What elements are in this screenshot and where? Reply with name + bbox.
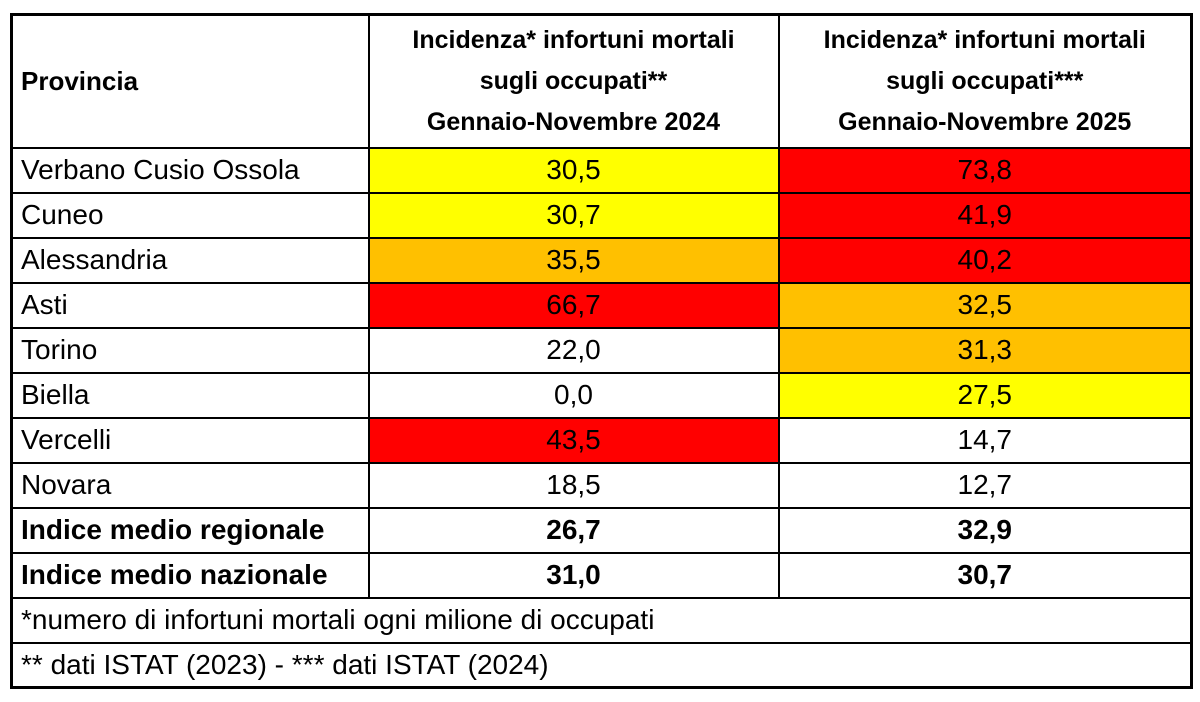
col-header-2025-line2: sugli occupati*** [886,66,1084,95]
table-row: Novara 18,5 12,7 [10,461,1193,509]
col-header-2024-line2: sugli occupati** [479,66,668,95]
header-row: Provincia Incidenza* infortuni mortali s… [10,13,1193,149]
value-2024: 26,7 [367,506,780,554]
province-name: Asti [10,281,370,329]
value-2025: 30,7 [777,551,1193,599]
footnote-row: ** dati ISTAT (2023) - *** dati ISTAT (2… [10,641,1193,689]
col-header-2024-line1: Incidenza* infortuni mortali [412,25,735,54]
value-2025: 27,5 [777,371,1193,419]
value-2025: 14,7 [777,416,1193,464]
value-2024: 66,7 [367,281,780,329]
province-name: Cuneo [10,191,370,239]
value-2025: 32,9 [777,506,1193,554]
index-label: Indice medio regionale [10,506,370,554]
footnote-definition: *numero di infortuni mortali ogni milion… [10,596,1193,644]
value-2025: 41,9 [777,191,1193,239]
value-2024: 35,5 [367,236,780,284]
col-header-2024-line3: Gennaio-Novembre 2024 [426,107,721,136]
value-2024: 0,0 [367,371,780,419]
value-2025: 73,8 [777,146,1193,194]
value-2024: 43,5 [367,416,780,464]
col-header-provincia: Provincia [10,13,370,149]
col-header-provincia-label: Provincia [21,65,139,96]
incidence-table: Provincia Incidenza* infortuni mortali s… [10,13,1193,689]
col-header-2025-line1: Incidenza* infortuni mortali [823,25,1146,54]
col-header-2025-line3: Gennaio-Novembre 2025 [838,107,1132,136]
index-label: Indice medio nazionale [10,551,370,599]
province-name: Alessandria [10,236,370,284]
col-header-2024: Incidenza* infortuni mortali sugli occup… [367,13,780,149]
table-row: Asti 66,7 32,5 [10,281,1193,329]
table-row: Alessandria 35,5 40,2 [10,236,1193,284]
table-row: Vercelli 43,5 14,7 [10,416,1193,464]
value-2025: 32,5 [777,281,1193,329]
value-2025: 12,7 [777,461,1193,509]
value-2024: 30,7 [367,191,780,239]
value-2024: 31,0 [367,551,780,599]
province-name: Verbano Cusio Ossola [10,146,370,194]
province-name: Novara [10,461,370,509]
table-row: Verbano Cusio Ossola 30,5 73,8 [10,146,1193,194]
province-name: Biella [10,371,370,419]
value-2025: 40,2 [777,236,1193,284]
province-name: Vercelli [10,416,370,464]
national-index-row: Indice medio nazionale 31,0 30,7 [10,551,1193,599]
col-header-2025: Incidenza* infortuni mortali sugli occup… [777,13,1193,149]
table-row: Cuneo 30,7 41,9 [10,191,1193,239]
province-name: Torino [10,326,370,374]
footnote-sources: ** dati ISTAT (2023) - *** dati ISTAT (2… [10,641,1193,689]
value-2025: 31,3 [777,326,1193,374]
footnote-row: *numero di infortuni mortali ogni milion… [10,596,1193,644]
value-2024: 18,5 [367,461,780,509]
regional-index-row: Indice medio regionale 26,7 32,9 [10,506,1193,554]
table-row: Torino 22,0 31,3 [10,326,1193,374]
table-row: Biella 0,0 27,5 [10,371,1193,419]
value-2024: 22,0 [367,326,780,374]
value-2024: 30,5 [367,146,780,194]
